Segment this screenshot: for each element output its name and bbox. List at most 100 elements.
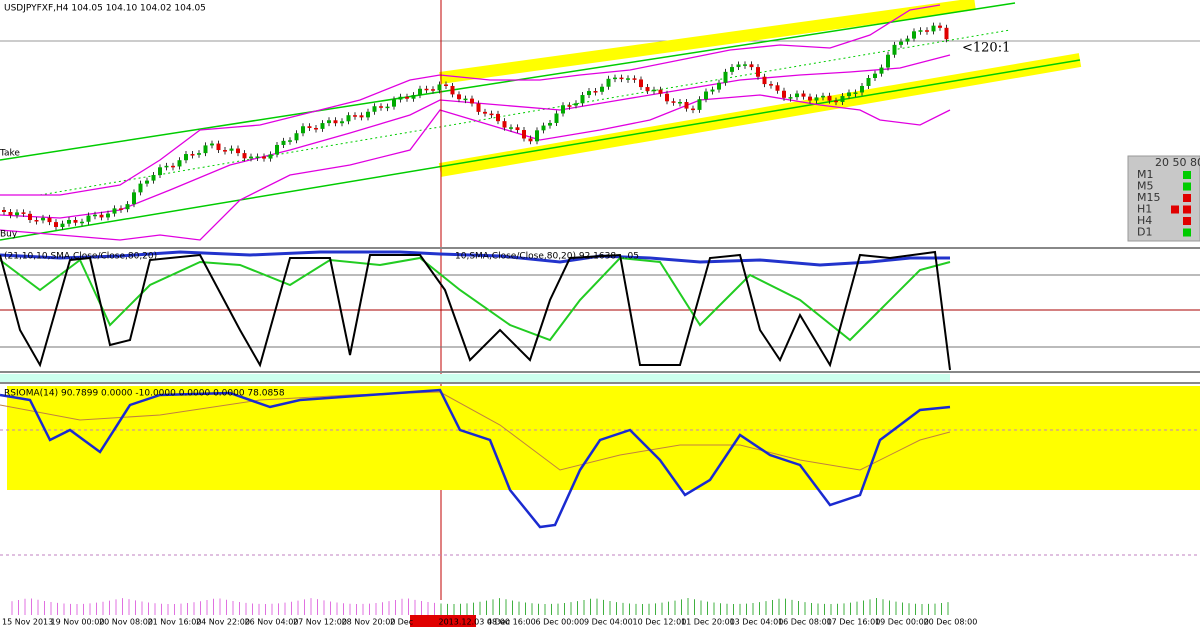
- candle-body: [723, 71, 728, 83]
- candle-body: [717, 82, 721, 90]
- candle-body: [834, 100, 838, 103]
- ratio-label: <120:1: [962, 41, 1010, 56]
- candle-body: [379, 106, 383, 108]
- highlight: [439, 0, 976, 84]
- candle-body: [782, 90, 786, 98]
- candle-body: [398, 96, 403, 100]
- candle-body: [580, 95, 585, 104]
- candle-body: [307, 126, 312, 128]
- candle-body: [697, 99, 702, 110]
- candle-body: [197, 153, 201, 155]
- candle-body: [184, 154, 188, 161]
- candle-body: [294, 133, 299, 141]
- candle-body: [262, 156, 266, 159]
- candle-body: [203, 145, 208, 154]
- candle-body: [476, 103, 481, 112]
- candle-body: [496, 113, 500, 122]
- candle-body: [353, 115, 357, 117]
- candle-body: [119, 208, 123, 210]
- candle-body: [515, 127, 520, 131]
- candle-body: [2, 210, 6, 213]
- candle-body: [886, 54, 890, 68]
- candle-body: [418, 88, 422, 96]
- bollinger-upper: [0, 4, 941, 196]
- channel-line: [0, 2, 1016, 161]
- candle-body: [67, 219, 71, 224]
- candle-body: [489, 113, 494, 116]
- candle-body: [164, 165, 169, 168]
- candle-body: [554, 113, 559, 123]
- time-label: 19 Dec 00:00: [875, 618, 929, 627]
- candle-body: [743, 64, 747, 66]
- candle-body: [502, 121, 507, 128]
- time-label: 6 Dec 00:00: [536, 618, 585, 627]
- candle-body: [756, 67, 760, 77]
- candle-body: [639, 79, 643, 88]
- candle-body: [457, 94, 461, 100]
- candle-body: [548, 122, 552, 126]
- candle-body: [626, 78, 630, 80]
- time-label: 20 Dec 08:00: [924, 618, 978, 627]
- time-label: 4 Dec 16:00: [487, 618, 536, 627]
- candle-body: [684, 102, 689, 109]
- candle-body: [359, 115, 364, 118]
- mini-panel: [0, 374, 950, 382]
- candle-body: [242, 153, 247, 159]
- candle-body: [21, 212, 26, 214]
- timeframe-label: M5: [1137, 180, 1154, 193]
- candle-body: [437, 84, 442, 91]
- time-label: 16 Dec 08:00: [778, 618, 832, 627]
- candle-body: [821, 95, 825, 98]
- candles: [2, 22, 949, 230]
- timeframe-label: D1: [1137, 226, 1152, 239]
- cursor-time-bg: [410, 615, 476, 627]
- candle-body: [671, 101, 676, 103]
- time-label: 2 Dec: [390, 618, 413, 627]
- time-label: 10 Dec 12:00: [633, 618, 687, 627]
- stoch-label: (21,10,10,SMA,Close/Close,80,20): [4, 252, 157, 262]
- candle-body: [132, 192, 136, 205]
- candle-body: [931, 25, 936, 32]
- candle-body: [431, 89, 435, 91]
- candle-body: [106, 213, 110, 218]
- time-label: 15 Nov 2013: [2, 618, 53, 627]
- candle-body: [658, 89, 663, 94]
- candle-body: [138, 183, 143, 193]
- candle-body: [54, 222, 58, 227]
- candle-body: [288, 140, 292, 142]
- time-label: 24 Nov 22:00: [196, 618, 250, 627]
- candle-body: [8, 212, 13, 216]
- candle-body: [125, 204, 130, 210]
- candle-body: [151, 175, 156, 181]
- candle-body: [710, 89, 715, 92]
- candle-body: [34, 220, 39, 222]
- candle-body: [275, 144, 279, 155]
- candle-body: [216, 143, 221, 151]
- candle-body: [112, 208, 117, 214]
- rsioma-label: RSIOMA(14) 90.7899 0.0000 -10.0000 0.000…: [4, 389, 285, 399]
- timeframe-signal: [1183, 228, 1191, 237]
- candle-body: [600, 86, 604, 92]
- timeframe-header: 20 50 80: [1155, 156, 1200, 169]
- timeframe-signal: [1183, 182, 1191, 191]
- candle-body: [28, 213, 32, 221]
- candle-body: [47, 217, 52, 223]
- candle-body: [158, 167, 162, 176]
- candle-body: [587, 91, 591, 96]
- candle-body: [814, 97, 819, 101]
- candle-body: [528, 138, 533, 142]
- candle-body: [171, 165, 175, 168]
- candle-body: [879, 67, 884, 74]
- candle-body: [645, 87, 650, 92]
- candle-body: [762, 76, 767, 85]
- time-label: 27 Nov 12:00: [293, 618, 347, 627]
- take-label: Take: [0, 149, 20, 159]
- candle-body: [301, 126, 305, 134]
- channel-mid: [39, 29, 1011, 196]
- candle-body: [847, 92, 851, 97]
- candle-body: [541, 125, 546, 131]
- candle-body: [918, 30, 923, 32]
- channel-line: [0, 59, 1081, 241]
- stoch-mid: [0, 256, 951, 342]
